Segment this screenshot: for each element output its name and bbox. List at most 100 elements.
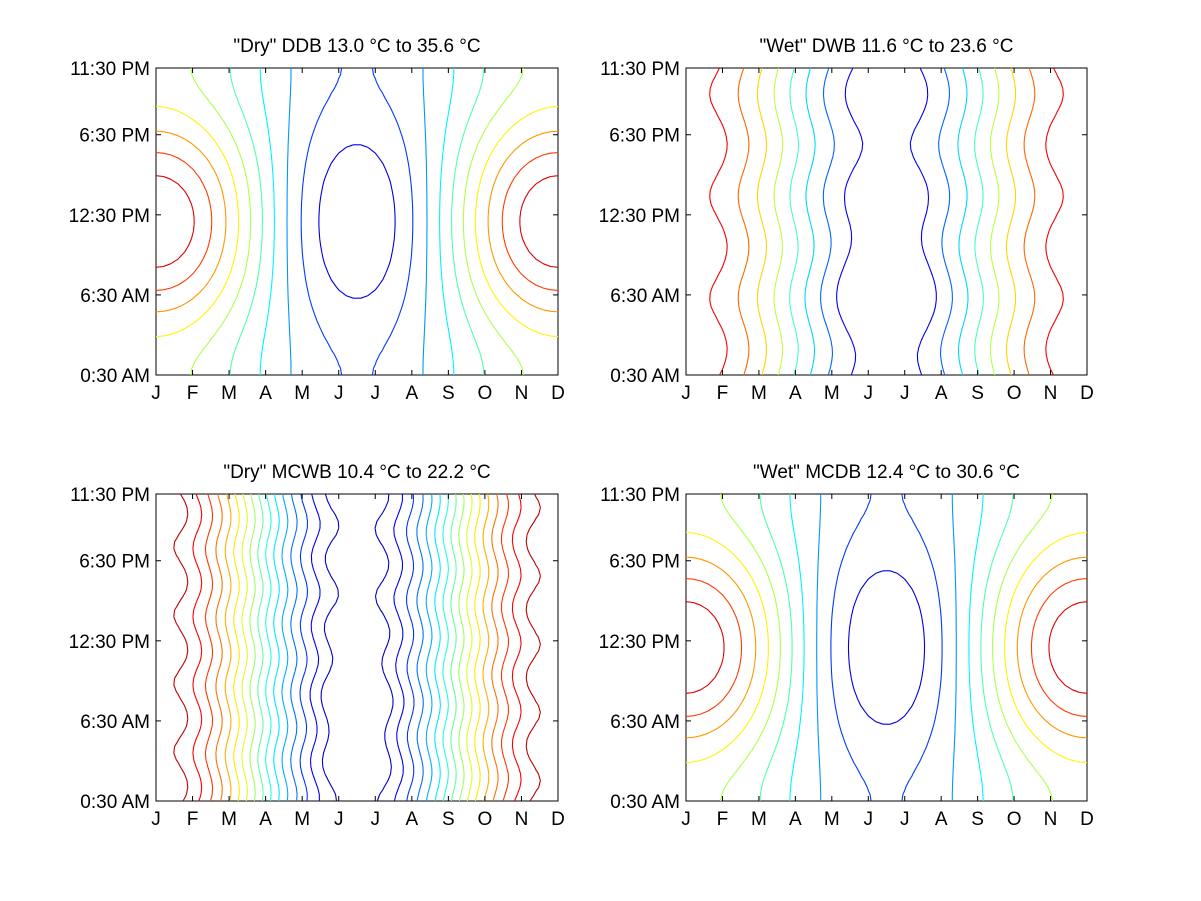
- x-tick-label: A: [405, 809, 418, 830]
- contour-level-4: [789, 493, 984, 802]
- contour-level-10: [241, 493, 473, 802]
- contour-level-3: [816, 494, 957, 801]
- x-tick-label: F: [187, 383, 199, 404]
- contour-level-2: [830, 493, 943, 802]
- contour-level-7: [265, 493, 449, 802]
- contour-level-4: [259, 67, 455, 376]
- contour-level-3: [286, 68, 428, 375]
- contour-level-1: [320, 493, 394, 802]
- contour-level-8: [709, 67, 1064, 376]
- contour-level-5: [229, 67, 485, 376]
- y-tick-label: 0:30 AM: [610, 792, 680, 813]
- x-tick-label: A: [935, 809, 948, 830]
- contour-level-12: [224, 493, 490, 802]
- x-tick-label: J: [334, 809, 344, 830]
- contour-level-8: [685, 556, 1088, 739]
- contour-level-1: [847, 570, 926, 725]
- y-tick-label: 6:30 AM: [610, 286, 680, 307]
- chart-title: "Dry" MCWB 10.4 °C to 22.2 °C: [223, 462, 490, 483]
- x-tick-label: O: [1007, 809, 1022, 830]
- x-tick-label: S: [971, 809, 984, 830]
- y-tick-label: 0:30 AM: [80, 792, 150, 813]
- contour-level-11: [233, 493, 481, 802]
- y-tick-label: 11:30 PM: [600, 59, 680, 80]
- x-tick-label: J: [864, 383, 874, 404]
- x-tick-label: J: [681, 809, 691, 830]
- x-tick-label: M: [751, 383, 767, 404]
- x-tick-label: N: [515, 809, 529, 830]
- contour-level-4: [290, 493, 424, 802]
- contour-level-5: [773, 67, 1000, 376]
- x-tick-label: J: [371, 809, 381, 830]
- contour-level-3: [299, 493, 415, 802]
- axes-frame: [685, 493, 1088, 802]
- x-tick-label: D: [1080, 809, 1094, 830]
- x-tick-label: J: [900, 809, 910, 830]
- x-tick-label: O: [478, 809, 493, 830]
- x-tick-label: M: [294, 383, 310, 404]
- axes-frame: [685, 67, 1088, 376]
- x-tick-label: J: [334, 383, 344, 404]
- x-tick-label: J: [371, 383, 381, 404]
- y-tick-label: 11:30 PM: [600, 485, 680, 506]
- x-tick-label: J: [151, 809, 161, 830]
- contour-level-2: [300, 67, 414, 376]
- contour-level-5: [759, 493, 1014, 802]
- y-tick-label: 0:30 AM: [610, 366, 680, 387]
- y-tick-label: 12:30 PM: [69, 206, 150, 227]
- contour-level-8: [155, 130, 559, 313]
- x-tick-label: F: [717, 809, 729, 830]
- x-tick-label: O: [1007, 383, 1022, 404]
- contour-lines: [709, 67, 1064, 376]
- x-tick-label: F: [187, 809, 199, 830]
- contour-level-6: [273, 493, 441, 802]
- axes-frame: [155, 493, 559, 802]
- subplot-4: "Wet" MCDB 12.4 °C to 30.6 °C J F M A M J J A S O N…: [599, 462, 1094, 830]
- contour-level-2: [820, 67, 953, 376]
- x-tick-label: M: [294, 809, 310, 830]
- y-tick-label: 12:30 PM: [599, 206, 680, 227]
- subplot-2: "Wet" DWB 11.6 °C to 23.6 °C J F M A M J J A S O N D…: [599, 36, 1094, 404]
- x-tick-label: N: [515, 383, 529, 404]
- y-tick-label: 6:30 PM: [609, 552, 680, 573]
- x-tick-label: M: [221, 809, 237, 830]
- subplot-1: "Dry" DDB 13.0 °C to 35.6 °C J F M A M J J A S O N D…: [69, 36, 565, 404]
- contour-level-7: [155, 105, 559, 338]
- x-tick-label: S: [442, 383, 455, 404]
- contour-level-1: [836, 67, 937, 376]
- contour-level-7: [737, 67, 1036, 376]
- contour-level-10: [685, 601, 1088, 694]
- contour-level-8: [257, 493, 457, 802]
- x-tick-label: O: [478, 383, 493, 404]
- x-tick-label: A: [259, 383, 272, 404]
- x-tick-label: A: [789, 383, 802, 404]
- chart-title: "Wet" DWB 11.6 °C to 23.6 °C: [760, 36, 1014, 57]
- x-tick-label: M: [221, 383, 237, 404]
- y-tick-label: 6:30 AM: [610, 712, 680, 733]
- x-tick-label: M: [824, 383, 840, 404]
- contour-level-9: [155, 152, 559, 291]
- x-tick-label: S: [442, 809, 455, 830]
- y-tick-label: 11:30 PM: [70, 485, 150, 506]
- x-tick-label: D: [551, 383, 565, 404]
- contour-lines: [173, 493, 541, 802]
- y-tick-label: 12:30 PM: [69, 632, 150, 653]
- contour-level-14: [204, 493, 510, 802]
- contour-level-7: [685, 531, 1088, 764]
- x-tick-label: D: [551, 809, 565, 830]
- contour-level-9: [249, 493, 465, 802]
- contour-level-13: [215, 493, 499, 802]
- x-tick-label: D: [1080, 383, 1094, 404]
- y-tick-label: 6:30 PM: [609, 126, 680, 147]
- contour-level-3: [804, 67, 969, 376]
- contour-level-2: [309, 493, 405, 802]
- contour-level-6: [190, 67, 524, 376]
- axes-frame: [155, 67, 559, 376]
- contour-lines: [685, 493, 1088, 802]
- y-tick-label: 6:30 AM: [80, 286, 150, 307]
- contour-level-6: [720, 493, 1053, 802]
- x-tick-label: J: [681, 383, 691, 404]
- x-tick-label: N: [1044, 809, 1058, 830]
- y-tick-label: 0:30 AM: [80, 366, 150, 387]
